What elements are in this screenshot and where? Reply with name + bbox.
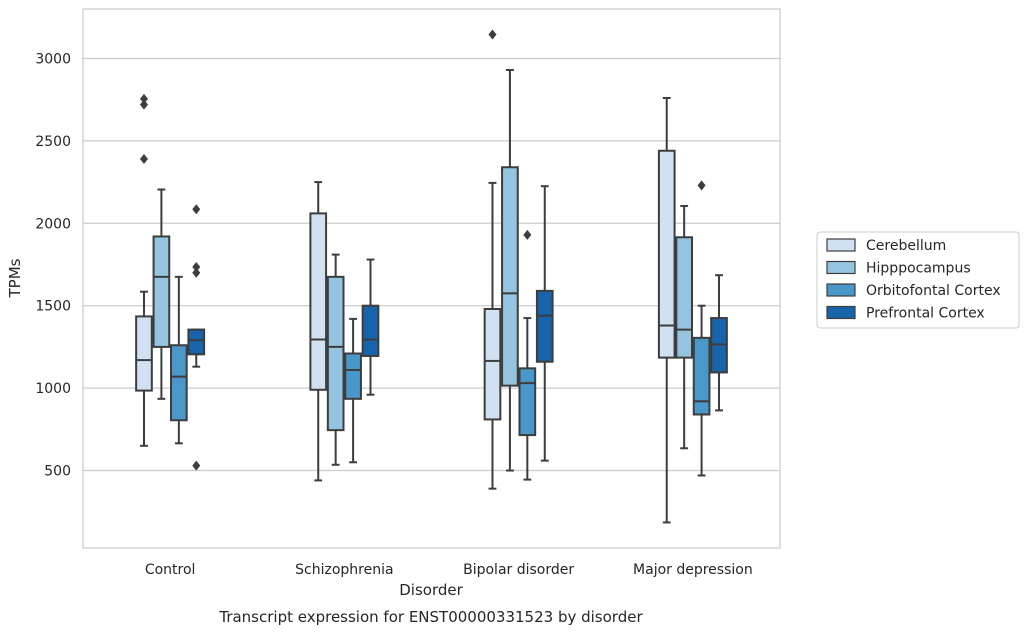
box-0-2 — [169, 275, 188, 445]
box-body — [675, 236, 694, 359]
legend: Cerebellum Hipppocampus Orbitofontal Corte… — [816, 231, 1020, 329]
plot-frame — [82, 8, 781, 549]
x-axis-title: Disorder — [399, 581, 463, 599]
gridlines — [83, 57, 780, 472]
outlier-point — [523, 229, 532, 240]
box-body — [483, 307, 502, 421]
outlier-point — [192, 261, 201, 272]
box-body — [501, 166, 519, 387]
y-tick-label: 500 — [44, 464, 71, 480]
box-body — [657, 149, 676, 359]
outlier-point — [139, 153, 148, 164]
box-3-1 — [675, 204, 694, 450]
box-body — [135, 315, 153, 392]
x-tick-labels: Control Schizophrenia Bipolar disorder Majo… — [145, 562, 753, 578]
legend-frame — [816, 231, 1020, 329]
chart-caption: Transcript expression for ENST0000033152… — [218, 608, 643, 626]
box-body — [535, 289, 554, 363]
x-tick-label: Control — [145, 562, 196, 578]
outlier-point — [139, 99, 148, 110]
box-0-0 — [135, 93, 153, 447]
legend-swatch — [826, 260, 856, 275]
y-tick-label: 1500 — [35, 299, 71, 315]
box-body — [361, 304, 380, 357]
box-body — [169, 344, 188, 422]
outlier-point — [139, 93, 148, 104]
box-2-0 — [483, 29, 502, 490]
box-body — [344, 352, 362, 400]
outlier-point — [192, 204, 201, 215]
legend-swatch — [826, 283, 856, 297]
x-tick-label: Bipolar disorder — [463, 562, 574, 578]
outlier-point — [488, 29, 497, 40]
box-body — [187, 328, 206, 356]
box-2-3 — [535, 185, 554, 462]
legend-label: Cerebellum — [866, 238, 946, 254]
outlier-point — [192, 267, 201, 278]
box-body — [692, 336, 711, 416]
box-plot-series — [135, 29, 728, 524]
legend-label: Prefrontal Cortex — [866, 306, 985, 322]
box-1-0 — [309, 181, 328, 482]
y-tick-label: 2000 — [35, 216, 71, 232]
y-tick-label: 3000 — [35, 51, 71, 67]
box-1-1 — [326, 253, 345, 466]
legend-swatch — [826, 238, 856, 252]
box-3-0 — [657, 97, 676, 524]
box-body — [309, 212, 328, 391]
box-3-2 — [692, 180, 711, 477]
box-1-2 — [344, 317, 362, 464]
box-0-1 — [152, 188, 171, 400]
y-tick-labels: 500 1000 1500 2000 2500 3000 — [35, 51, 71, 479]
outlier-point — [697, 180, 706, 191]
x-tick-label: Major depression — [633, 562, 753, 578]
legend-label: Orbitofontal Cortex — [866, 283, 1001, 299]
box-2-2 — [518, 229, 537, 481]
y-tick-label: 1000 — [35, 381, 71, 397]
box-3-3 — [710, 274, 728, 412]
legend-label: Hipppocampus — [866, 261, 971, 277]
box-body — [326, 275, 345, 432]
box-0-3 — [187, 204, 206, 471]
y-axis-title: TPMs — [6, 258, 24, 298]
box-body — [518, 367, 537, 437]
box-body — [152, 235, 171, 348]
box-2-1 — [501, 68, 519, 472]
legend-swatch — [826, 305, 856, 320]
x-tick-label: Schizophrenia — [295, 562, 393, 578]
box-1-3 — [361, 258, 380, 396]
outlier-point — [192, 460, 201, 471]
y-tick-label: 2500 — [35, 134, 71, 150]
